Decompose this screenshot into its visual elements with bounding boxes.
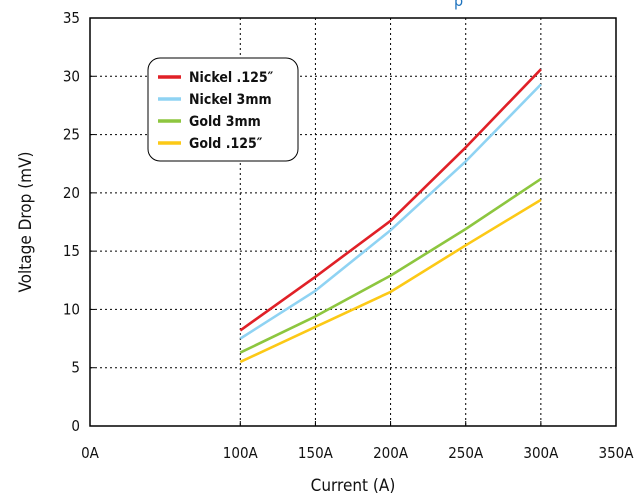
y-tick-label: 25 (63, 126, 80, 144)
series-lines (239, 68, 542, 364)
x-tick-label: 250A (448, 444, 484, 462)
legend-label: Nickel .125″ (189, 70, 274, 86)
series-line (239, 177, 542, 354)
x-tick-label: 300A (523, 444, 559, 462)
y-tick-label: 10 (63, 300, 80, 318)
y-tick-label: 0 (71, 417, 80, 435)
series-line (239, 83, 542, 340)
x-tick-label: 150A (298, 444, 334, 462)
x-axis-title: Current (A) (311, 476, 396, 496)
x-tick-label: 0A (81, 444, 100, 462)
x-tick-label: 100A (223, 444, 259, 462)
legend-label: Nickel 3mm (189, 92, 272, 108)
legend-label: Gold .125″ (189, 136, 263, 152)
legend-label: Gold 3mm (189, 114, 261, 130)
plot-frame (89, 17, 617, 427)
chart-title-fragment: p (454, 0, 463, 10)
legend: Nickel .125″ Nickel 3mm Gold 3mm Gold .125″ (147, 57, 299, 162)
legend-box (147, 57, 299, 162)
series-line (239, 198, 542, 364)
y-tick-label: 30 (63, 67, 80, 85)
tick-labels: 0A 100A 150A 200A 250A 300A 350A 0 5 10 15 20 25 30 35 (63, 9, 634, 462)
y-tick-label: 5 (71, 359, 80, 377)
y-tick-label: 20 (63, 184, 80, 202)
y-tick-label: 35 (63, 9, 80, 27)
series-line (239, 68, 542, 332)
x-tick-label: 200A (373, 444, 409, 462)
y-tick-label: 15 (63, 242, 80, 260)
y-axis-title: Voltage Drop (mV) (16, 152, 36, 293)
x-tick-label: 350A (599, 444, 635, 462)
gridlines (90, 18, 616, 426)
